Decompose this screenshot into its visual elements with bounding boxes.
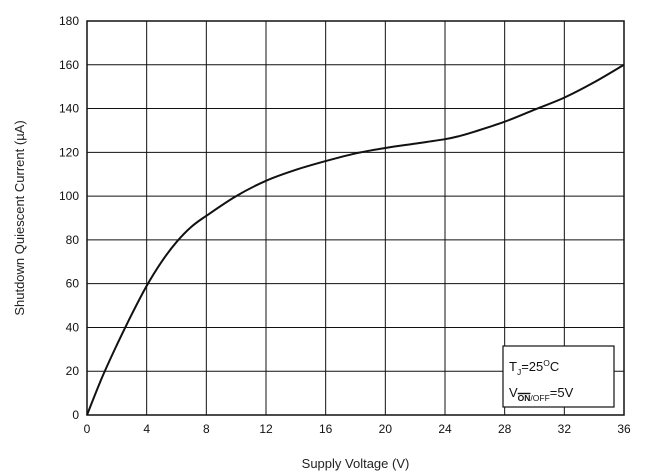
conditions-legend: TJ=25OC VON/OFF=5V bbox=[502, 345, 615, 408]
series-line bbox=[86, 63, 625, 416]
plot-frame bbox=[86, 20, 625, 416]
y-tick-label: 0 bbox=[72, 408, 79, 422]
legend-tj-text: TJ=25OC bbox=[509, 358, 559, 377]
x-tick-label: 4 bbox=[143, 422, 150, 436]
x-tick-label: 0 bbox=[84, 422, 91, 436]
x-tick-label: 24 bbox=[438, 422, 452, 436]
y-tick-label: 80 bbox=[66, 233, 80, 247]
y-tick-label: 180 bbox=[59, 14, 79, 28]
legend-von-text: VON/OFF=5V bbox=[509, 385, 574, 403]
y-tick-label: 40 bbox=[66, 320, 80, 334]
y-tick-labels: 0 20 40 60 80 100 120 140 160 180 bbox=[59, 14, 79, 422]
legend-von-rest: =5V bbox=[550, 385, 574, 400]
y-tick-label: 140 bbox=[59, 102, 79, 116]
legend-tj-sub: J bbox=[517, 367, 521, 377]
y-tick-label: 100 bbox=[59, 189, 79, 203]
x-tick-label: 36 bbox=[617, 422, 631, 436]
x-tick-label: 20 bbox=[379, 422, 393, 436]
y-tick-label: 20 bbox=[66, 364, 80, 378]
legend-von-sub-over: ON bbox=[518, 393, 531, 403]
legend-tj-end: C bbox=[550, 359, 559, 374]
x-tick-labels: 0 4 8 12 16 20 24 28 32 36 bbox=[84, 422, 631, 436]
y-tick-label: 160 bbox=[59, 58, 79, 72]
x-tick-label: 28 bbox=[498, 422, 512, 436]
legend-von-main: V bbox=[509, 385, 518, 400]
y-axis-label: Shutdown Quiescent Current (µA) bbox=[12, 120, 27, 315]
legend-tj-rest: =25 bbox=[521, 359, 543, 374]
legend-von-sub: /OFF bbox=[530, 393, 549, 403]
legend-box bbox=[502, 345, 615, 408]
legend-tj-main: T bbox=[509, 359, 517, 374]
x-tick-label: 8 bbox=[203, 422, 210, 436]
x-tick-label: 32 bbox=[558, 422, 572, 436]
y-tick-label: 60 bbox=[66, 277, 80, 291]
legend-tj-sup: O bbox=[543, 358, 550, 368]
x-tick-label: 12 bbox=[259, 422, 273, 436]
x-axis-label: Supply Voltage (V) bbox=[302, 456, 410, 471]
y-tick-label: 120 bbox=[59, 145, 79, 159]
x-tick-label: 16 bbox=[319, 422, 333, 436]
